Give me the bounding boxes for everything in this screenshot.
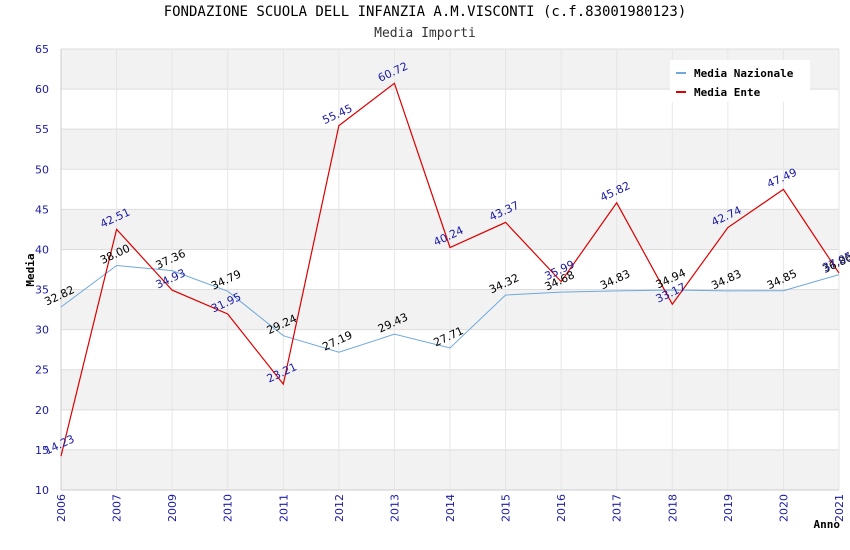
x-tick-label: 2017: [611, 494, 624, 522]
y-tick-label: 45: [35, 203, 49, 216]
legend: Media Nazionale Media Ente: [670, 60, 810, 102]
legend-label: Media Nazionale: [694, 67, 794, 80]
y-tick-label: 55: [35, 123, 49, 136]
x-tick-label: 2011: [277, 494, 290, 522]
x-tick-label: 2016: [555, 494, 568, 522]
data-label: 34.83: [598, 267, 632, 292]
data-label: 27.19: [320, 328, 354, 353]
y-tick-label: 20: [35, 404, 49, 417]
x-tick-label: 2020: [777, 494, 790, 522]
y-tick-label: 60: [35, 83, 49, 96]
series-line-media-ente: [60, 82, 840, 457]
data-label: 55.45: [320, 102, 354, 127]
x-tick-label: 2010: [222, 494, 235, 522]
series-line-media-nazionale: [60, 264, 840, 353]
x-tick-label: 2012: [333, 494, 346, 522]
data-label: 34.83: [709, 267, 743, 292]
y-tick-label: 10: [35, 484, 49, 497]
x-tick-label: 2018: [666, 494, 679, 522]
axes: [60, 49, 839, 491]
chart-subtitle: Media Importi: [374, 26, 476, 41]
x-tick-label: 2009: [166, 494, 179, 522]
y-axis-label: Media: [24, 253, 37, 286]
series-lines: [60, 82, 840, 457]
x-tick-label: 2006: [55, 494, 68, 522]
y-tick-label: 15: [35, 444, 49, 457]
x-tick-label: 2013: [388, 494, 401, 522]
y-tick-label: 35: [35, 284, 49, 297]
x-tick-label: 2019: [722, 494, 735, 522]
x-tick-label: 2014: [444, 494, 457, 522]
x-axis-ticks: 2006 2007 2009 2010 2011 2012 2013 2014 2015 2016…: [55, 494, 846, 522]
data-label: 34.79: [209, 267, 243, 292]
chart-title: FONDAZIONE SCUOLA DELL INFANZIA A.M.VISC…: [163, 4, 687, 20]
x-tick-label: 2021: [833, 494, 846, 522]
x-tick-label: 2007: [111, 494, 124, 522]
y-tick-label: 30: [35, 324, 49, 337]
y-tick-label: 25: [35, 364, 49, 377]
x-axis-label: Anno: [814, 518, 841, 531]
y-tick-label: 40: [35, 243, 49, 256]
data-label: 34.85: [765, 267, 799, 292]
legend-box: [670, 60, 810, 102]
y-tick-label: 65: [35, 43, 49, 56]
legend-label: Media Ente: [694, 86, 761, 99]
x-tick-label: 2015: [500, 494, 513, 522]
y-tick-label: 50: [35, 163, 49, 176]
y-axis-ticks: 10 15 20 25 30 35 40 45 50 55 60 65: [35, 43, 49, 497]
data-label: 45.82: [598, 179, 632, 204]
